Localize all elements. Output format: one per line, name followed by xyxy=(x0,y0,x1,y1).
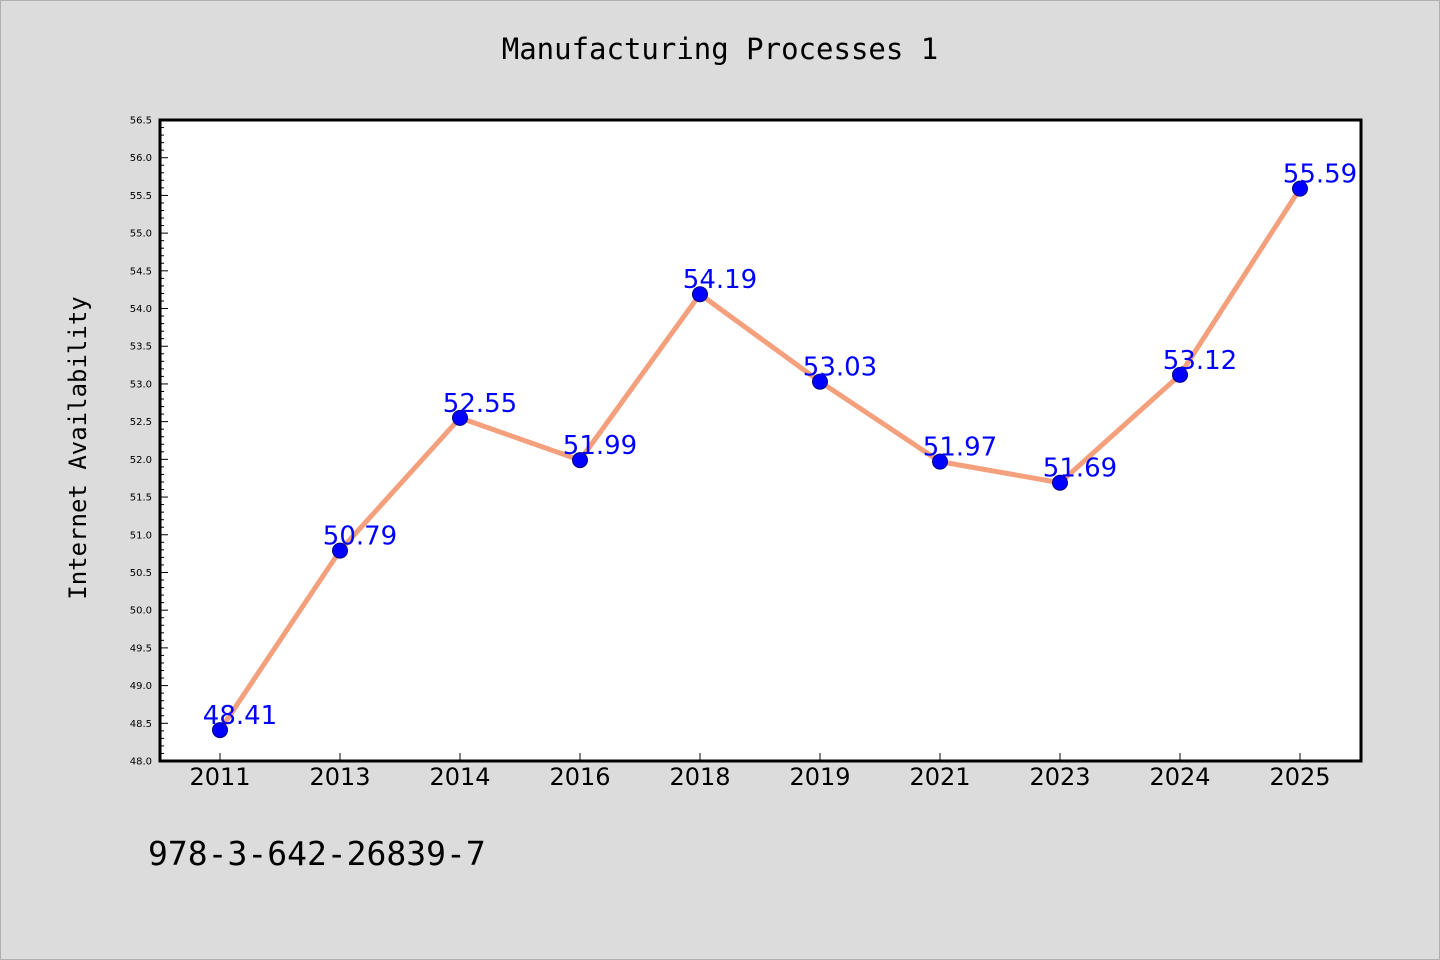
y-tick-label: 53.0 xyxy=(130,379,152,390)
data-point xyxy=(692,286,708,303)
isbn-text: 978-3-642-26839-7 xyxy=(148,834,486,873)
y-tick-label: 49.5 xyxy=(130,643,152,654)
y-tick-label: 52.0 xyxy=(130,455,152,466)
y-tick-label: 52.5 xyxy=(130,417,152,428)
y-tick-label: 48.5 xyxy=(130,719,152,730)
data-point xyxy=(572,452,588,469)
y-axis: 48.0 48.5 49.0 49.5 50.0 50.5 51.0 51.5 52.0 52.5… xyxy=(130,116,168,768)
y-tick-label: 50.5 xyxy=(130,568,152,579)
x-tick-label: 2023 xyxy=(1029,763,1090,791)
y-tick-label: 48.0 xyxy=(130,757,152,768)
y-tick-label: 51.0 xyxy=(130,530,152,541)
data-label: 54.19 xyxy=(683,265,757,295)
data-point xyxy=(212,722,228,739)
x-tick-label: 2018 xyxy=(669,763,730,791)
data-point xyxy=(812,373,828,390)
data-label: 55.59 xyxy=(1283,160,1357,190)
data-point xyxy=(1292,180,1308,197)
data-label: 52.55 xyxy=(443,389,517,419)
data-point xyxy=(932,453,948,470)
data-point xyxy=(452,409,468,426)
data-point xyxy=(1052,474,1068,491)
plot-area xyxy=(158,118,1363,763)
x-tick-label: 2011 xyxy=(189,763,250,791)
y-tick-label: 50.0 xyxy=(130,606,152,617)
y-tick-label: 49.0 xyxy=(130,681,152,692)
data-point xyxy=(332,542,348,559)
data-point xyxy=(1172,366,1188,383)
y-tick-label: 56.5 xyxy=(130,116,152,127)
y-tick-label: 54.0 xyxy=(130,304,152,315)
x-tick-label: 2024 xyxy=(1149,763,1210,791)
data-label: 51.97 xyxy=(923,433,997,463)
series-line xyxy=(217,186,1303,733)
data-label: 51.99 xyxy=(563,431,637,461)
data-label: 53.03 xyxy=(803,353,877,383)
y-tick-label: 54.5 xyxy=(130,266,152,277)
y-tick-label: 55.0 xyxy=(130,229,152,240)
x-tick-label: 2025 xyxy=(1269,763,1330,791)
data-label: 50.79 xyxy=(323,522,397,552)
y-tick-label: 55.5 xyxy=(130,191,152,202)
data-label: 53.12 xyxy=(1163,346,1237,376)
x-axis: 2011 2013 2014 2016 2018 2019 2021 2023 2024 2025 xyxy=(189,753,1331,791)
y-tick-label: 56.0 xyxy=(130,153,152,164)
series-0: 48.41 50.79 52.55 51.99 54.19 53.03 51.97 51.69… xyxy=(203,160,1357,739)
x-tick-label: 2019 xyxy=(789,763,850,791)
y-tick-label: 53.5 xyxy=(130,342,152,353)
y-tick-label: 51.5 xyxy=(130,493,152,504)
data-label: 51.69 xyxy=(1043,454,1117,484)
y-axis-label: Internet Availability xyxy=(64,296,92,600)
data-label: 48.41 xyxy=(203,701,277,731)
x-tick-label: 2021 xyxy=(909,763,970,791)
chart-title: Manufacturing Processes 1 xyxy=(501,32,939,66)
x-tick-label: 2016 xyxy=(549,763,610,791)
x-tick-label: 2013 xyxy=(309,763,370,791)
x-tick-label: 2014 xyxy=(429,763,490,791)
